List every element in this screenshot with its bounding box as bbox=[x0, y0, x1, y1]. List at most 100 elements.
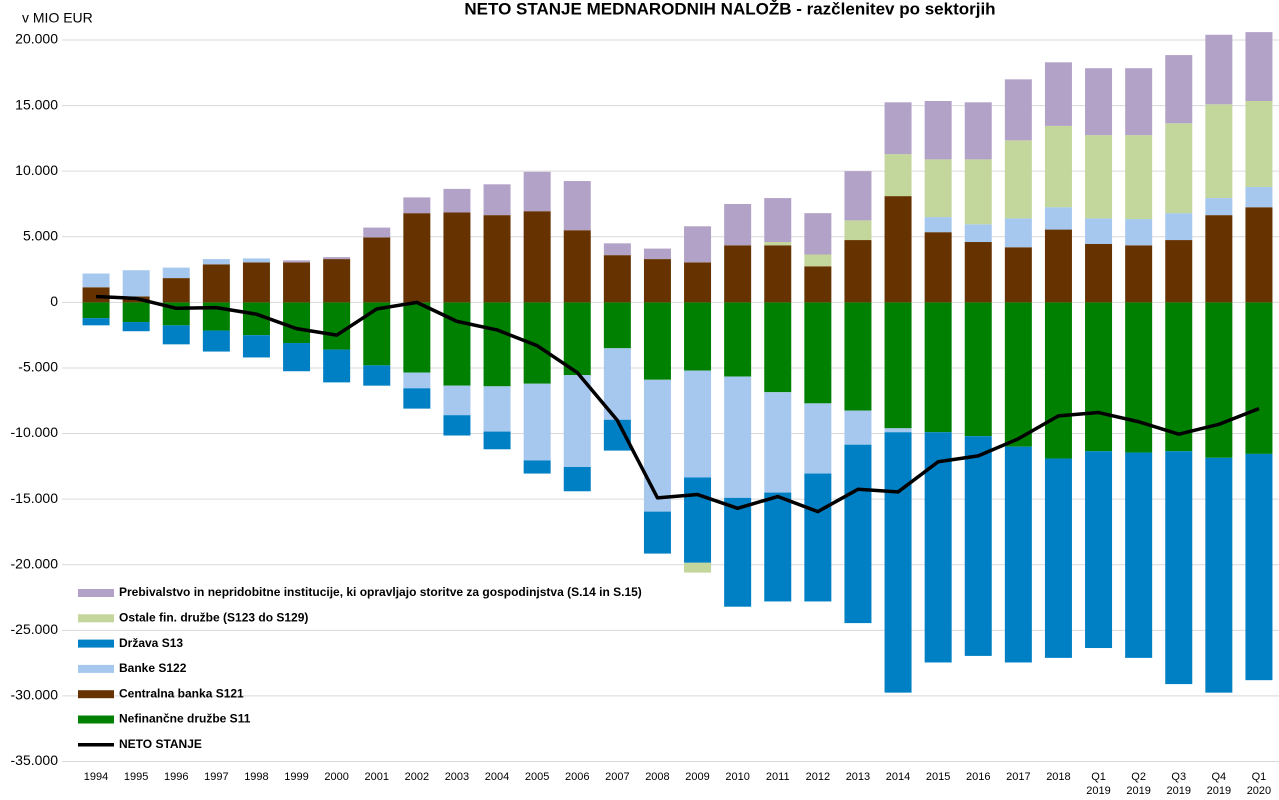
bar-segment bbox=[1245, 302, 1273, 454]
bar-segment bbox=[1085, 68, 1113, 136]
bar-segment bbox=[82, 273, 110, 288]
bar-segment bbox=[924, 302, 952, 433]
bar-segment bbox=[1165, 302, 1193, 452]
bar-segment bbox=[804, 473, 832, 602]
x-tick-label: Q1 2020 bbox=[1246, 771, 1272, 797]
y-tick-label: -15.000 bbox=[11, 490, 59, 506]
bar-segment bbox=[403, 302, 431, 373]
x-tick-label: 2004 bbox=[484, 771, 510, 783]
bar-segment bbox=[323, 302, 351, 350]
x-tick-label: 2007 bbox=[605, 771, 630, 783]
bar-segment bbox=[1165, 451, 1193, 685]
bar-segment bbox=[82, 287, 110, 303]
bar-segment bbox=[724, 302, 752, 377]
bar-segment bbox=[1245, 32, 1273, 101]
bar-segment bbox=[603, 302, 631, 349]
bar-segment bbox=[1165, 55, 1193, 124]
bar-segment bbox=[924, 159, 952, 218]
bar-segment bbox=[483, 215, 511, 303]
x-tick-label: 2014 bbox=[885, 771, 911, 783]
bar-segment bbox=[563, 466, 591, 492]
bar-segment bbox=[323, 349, 351, 383]
bar-segment bbox=[1044, 302, 1072, 459]
bar-segment bbox=[202, 330, 230, 352]
bar-segment bbox=[523, 460, 551, 474]
bar-segment bbox=[1004, 218, 1032, 248]
bar-segment bbox=[202, 264, 230, 303]
bar-segment bbox=[363, 227, 391, 238]
x-tick-label: 1996 bbox=[164, 771, 189, 783]
bar-segment bbox=[363, 237, 391, 303]
x-tick-label: 2009 bbox=[685, 771, 710, 783]
bar-segment bbox=[1044, 458, 1072, 658]
bar-segment bbox=[443, 415, 471, 436]
x-tick-label: 2008 bbox=[645, 771, 670, 783]
y-tick-label: 20.000 bbox=[15, 31, 58, 47]
bar-segment bbox=[964, 102, 992, 160]
legend-swatch bbox=[78, 614, 114, 623]
bar-segment bbox=[844, 240, 872, 303]
bar-segment bbox=[964, 159, 992, 225]
bar-segment bbox=[242, 258, 270, 263]
x-tick-label: 2017 bbox=[1006, 771, 1031, 783]
bar-segment bbox=[844, 410, 872, 445]
bar-segment bbox=[1004, 446, 1032, 663]
x-tick-label: 1995 bbox=[123, 771, 149, 783]
bar-segment bbox=[724, 376, 752, 498]
bar-segment bbox=[443, 385, 471, 416]
bar-segment bbox=[1205, 34, 1233, 105]
bar-segment bbox=[964, 242, 992, 303]
bar-segment bbox=[764, 492, 792, 602]
bar-segment bbox=[363, 302, 391, 366]
y-tick-label: 15.000 bbox=[15, 96, 58, 112]
x-tick-label: Q1 2019 bbox=[1086, 771, 1111, 797]
bar-segment bbox=[1085, 451, 1113, 649]
bar-segment bbox=[684, 562, 712, 573]
bar-segment bbox=[884, 154, 912, 197]
bar-segment bbox=[443, 302, 471, 386]
bar-segment bbox=[242, 335, 270, 358]
bar-segment bbox=[1165, 240, 1193, 303]
x-tick-label: 1994 bbox=[83, 771, 109, 783]
bar-segment bbox=[844, 171, 872, 221]
bar-segment bbox=[884, 302, 912, 429]
bar-segment bbox=[323, 257, 351, 260]
y-tick-label: -35.000 bbox=[11, 752, 59, 768]
bar-segment bbox=[804, 403, 832, 474]
bar-segment bbox=[884, 196, 912, 303]
bar-segment bbox=[964, 436, 992, 656]
bar-segment bbox=[483, 302, 511, 387]
x-tick-label: 1997 bbox=[204, 771, 229, 783]
legend-label: Država S13 bbox=[119, 636, 183, 650]
x-tick-label: 2016 bbox=[966, 771, 991, 783]
bar-segment bbox=[643, 302, 671, 380]
bar-segment bbox=[1125, 219, 1153, 246]
x-tick-label: 1999 bbox=[284, 771, 309, 783]
bar-segment bbox=[643, 379, 671, 512]
y-tick-label: -10.000 bbox=[11, 424, 59, 440]
x-tick-label: Q2 2019 bbox=[1126, 771, 1151, 797]
x-tick-label: 2002 bbox=[404, 771, 430, 783]
bar-segment bbox=[1004, 302, 1032, 447]
bar-segment bbox=[1205, 457, 1233, 693]
bar-segment bbox=[162, 267, 190, 279]
bar-segment bbox=[804, 266, 832, 303]
bar-segment bbox=[563, 375, 591, 467]
y-tick-label: -25.000 bbox=[11, 621, 59, 637]
legend-label: Centralna banka S121 bbox=[119, 686, 244, 700]
bar-segment bbox=[403, 197, 431, 214]
y-tick-label: 5.000 bbox=[23, 227, 58, 243]
bar-segment bbox=[844, 220, 872, 241]
bar-segment bbox=[1205, 104, 1233, 199]
bar-segment bbox=[1125, 452, 1153, 658]
bar-segment bbox=[844, 302, 872, 411]
legend-label: Nefinančne družbe S11 bbox=[119, 712, 251, 726]
bar-segment bbox=[563, 230, 591, 303]
bar-segment bbox=[964, 302, 992, 437]
bar-segment bbox=[523, 383, 551, 461]
bar-segment bbox=[403, 388, 431, 409]
bar-segment bbox=[1004, 140, 1032, 219]
bar-segment bbox=[804, 213, 832, 255]
